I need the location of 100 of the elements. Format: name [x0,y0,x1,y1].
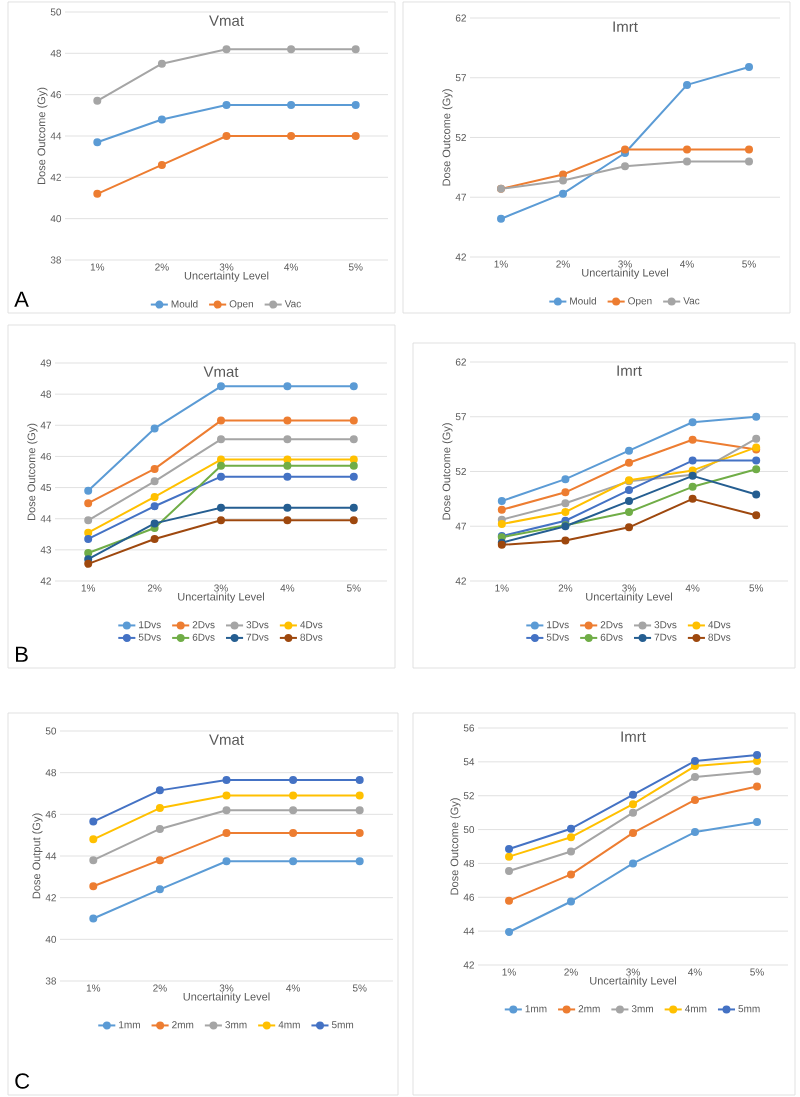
x-tick-label: 4% [685,584,700,592]
text: C [15,1073,30,1089]
x-tick-label: 2% [556,260,570,268]
x-tick-label: 5% [750,968,764,976]
y-tick-label: 56 [463,724,475,732]
legend-label: 7Dvs [246,633,269,641]
text: B [16,646,28,662]
y-tick-label: 50 [463,826,475,834]
y-tick-label: 62 [455,14,466,22]
legend-label: 2mm [172,1021,194,1029]
y-tick-label: 46 [463,893,475,901]
legend-label: 4Dvs [300,621,323,629]
legend-label: 5Dvs [138,633,161,641]
x-tick-label: 5% [742,260,756,268]
y-tick-label: 40 [50,215,62,223]
y-tick-label: 52 [455,133,466,142]
y-tick-label: 44 [50,132,62,140]
x-axis-title: Uncertainity Level [582,268,668,279]
y-tick-label: 52 [463,792,474,800]
y-tick-label: 46 [40,452,52,460]
x-tick-label: 3% [219,984,234,992]
y-axis-title: Dose Outcome (Gy) [27,423,38,520]
x-axis-title: Uncertainty Level [184,271,269,282]
y-tick-label: 44 [463,927,475,935]
legend-label: 2mm [578,1005,600,1013]
x-tick-label: 2% [153,984,167,992]
y-tick-label: 46 [50,91,62,99]
legend-label: 7Dvs [654,633,677,641]
legend-label: 4mm [684,1005,707,1013]
x-tick-label: 5% [346,584,361,592]
y-axis-title: Dose Outcome (Gy) [442,423,453,520]
legend-label: 6Dvs [600,633,623,641]
x-tick-label: 3% [622,584,636,592]
y-tick-label: 50 [45,727,57,735]
chart-title: Imrt [617,365,642,376]
x-tick-label: 4% [688,968,702,976]
y-axis-title: Dose Outcome (Gy) [450,798,461,895]
y-tick-label: 42 [50,173,61,181]
x-tick-label: 1% [495,584,509,592]
y-tick-label: 44 [45,852,57,860]
chart-title: Vmat [209,15,244,26]
y-axis-title: Dose Outcome (Gy) [442,89,453,186]
legend-label: 1mm [119,1021,140,1029]
x-tick-label: 4% [280,584,295,592]
x-tick-label: 5% [749,584,764,592]
legend-label: 3mm [631,1005,653,1013]
x-axis-title: Uncertainity Level [178,592,264,603]
y-tick-label: 38 [50,256,62,264]
x-tick-label: 1% [86,984,101,992]
legend-label: 3Dvs [654,621,677,629]
y-tick-label: 57 [455,74,466,82]
y-tick-label: 48 [45,769,57,777]
y-tick-label: 62 [455,358,466,366]
legend-label: 1Dvs [139,621,161,629]
x-tick-label: 1% [81,584,96,592]
y-tick-label: 48 [463,859,475,867]
y-tick-label: 48 [40,390,52,398]
y-axis-title: Dose Output (Gy) [32,813,43,899]
legend-label: Vac [683,297,700,305]
x-tick-label: 5% [348,263,363,271]
x-tick-label: 2% [147,584,162,592]
legend-label: 8Dvs [708,633,731,641]
x-tick-label: 1% [90,263,105,271]
x-tick-label: 4% [286,984,300,992]
y-tick-label: 52 [455,467,466,476]
x-tick-label: 4% [680,260,694,268]
y-tick-label: 45 [40,484,52,492]
chart-title: Imrt [621,731,646,742]
legend-label: 1Dvs [547,621,569,629]
legend-label: Vac [284,300,301,308]
x-tick-label: 3% [626,968,640,976]
y-tick-label: 44 [40,515,52,523]
x-tick-label: 2% [155,263,169,271]
x-tick-label: 2% [558,584,573,592]
legend-label: 5mm [331,1021,354,1029]
y-tick-label: 43 [40,546,52,554]
y-tick-label: 38 [45,977,57,985]
y-tick-label: 42 [455,253,466,261]
legend-label: 8Dvs [300,633,323,641]
x-tick-label: 3% [214,584,228,592]
x-tick-label: 1% [494,260,508,268]
legend-label: 2Dvs [192,621,215,629]
y-tick-label: 40 [45,935,57,943]
x-tick-label: 3% [618,260,632,268]
y-tick-label: 42 [463,961,474,969]
legend-label: Mould [171,300,198,308]
y-tick-label: 47 [40,421,51,429]
legend-label: 3Dvs [246,621,269,629]
legend-label: 2Dvs [600,621,623,629]
legend-label: Open [628,297,652,307]
y-tick-label: 46 [45,810,57,818]
text: A [14,291,29,307]
y-axis-title: Dose Outcome (Gy) [37,87,48,184]
y-tick-label: 57 [455,413,466,421]
legend-label: 4mm [278,1021,300,1029]
legend-label: 5Dvs [546,633,569,641]
legend-label: 3mm [225,1021,247,1029]
y-tick-label: 50 [50,8,62,16]
legend-label: Open [229,300,253,310]
y-tick-label: 47 [455,193,466,201]
